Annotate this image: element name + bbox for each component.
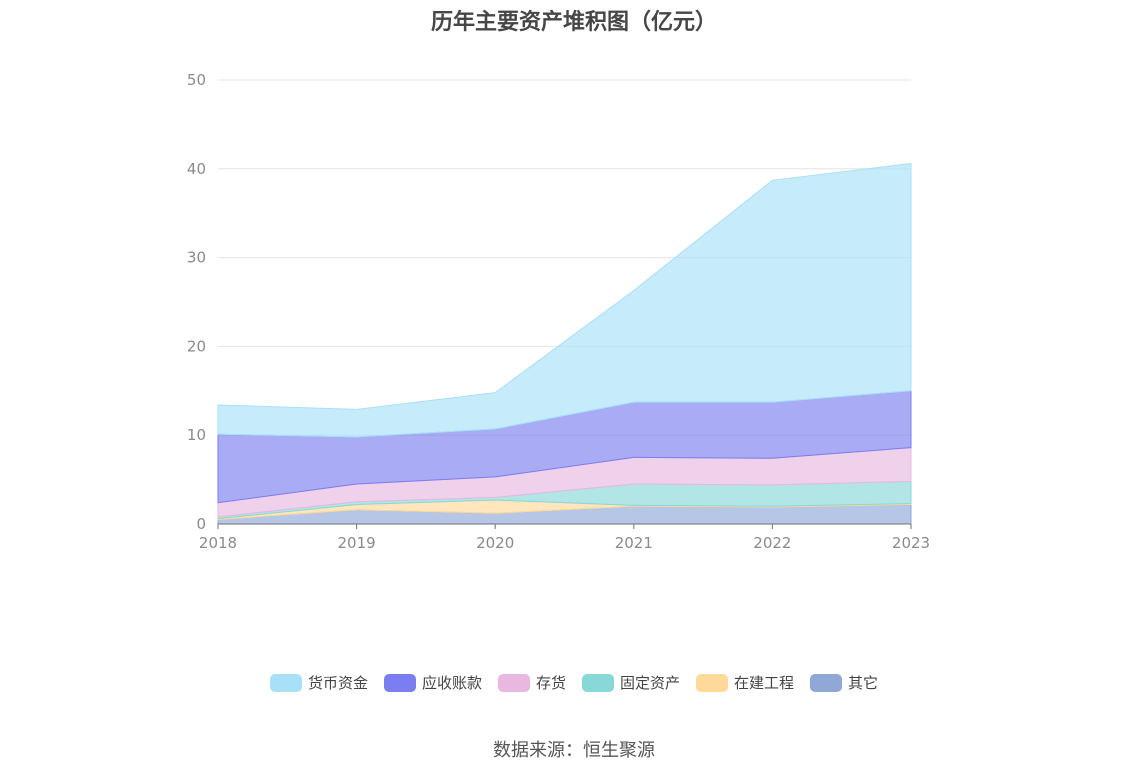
- legend-swatch: [696, 673, 729, 692]
- x-tick-label: 2021: [615, 534, 653, 552]
- y-tick-label: 40: [187, 160, 206, 178]
- y-tick-label: 20: [187, 337, 206, 355]
- chart-title: 历年主要资产堆积图（亿元）: [430, 10, 717, 35]
- legend-label: 货币资金: [307, 674, 368, 692]
- y-tick-label: 10: [187, 426, 206, 444]
- x-tick-label: 2019: [338, 534, 376, 552]
- y-tick-label: 50: [187, 71, 206, 89]
- legend-label: 在建工程: [734, 674, 795, 692]
- legend-label: 应收账款: [421, 674, 482, 692]
- legend-label: 其它: [848, 674, 879, 692]
- legend-swatch: [269, 673, 302, 692]
- legend-label: 存货: [535, 674, 566, 692]
- legend-swatch: [383, 673, 416, 692]
- legend-item[interactable]: 固定资产: [582, 672, 680, 693]
- legend-swatch: [582, 673, 614, 692]
- area-series-货币资金: [217, 162, 912, 438]
- y-tick-label: 30: [187, 249, 206, 267]
- legend-item[interactable]: 存货: [497, 672, 566, 693]
- y-tick-label: 0: [196, 515, 206, 533]
- x-tick-label: 2022: [753, 534, 791, 552]
- legend-label: 固定资产: [620, 674, 681, 692]
- legend-swatch: [497, 673, 530, 692]
- x-tick-label: 2018: [199, 534, 237, 552]
- x-tick-label: 2020: [476, 534, 514, 552]
- data-source-note: 数据来源：恒生聚源: [493, 740, 655, 761]
- legend-item[interactable]: 其它: [810, 672, 878, 693]
- legend-item[interactable]: 货币资金: [269, 672, 368, 693]
- legend-item[interactable]: 应收账款: [383, 672, 482, 693]
- x-tick-label: 2023: [892, 534, 930, 552]
- legend-swatch: [810, 673, 843, 692]
- legend-item[interactable]: 在建工程: [696, 672, 794, 693]
- chart-legend: 货币资金 应收账款 存货 固定资产 在建工程 其它: [0, 672, 1148, 693]
